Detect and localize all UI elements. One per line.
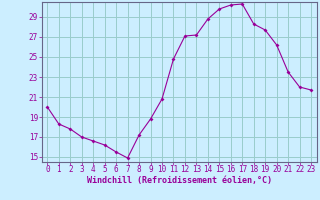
X-axis label: Windchill (Refroidissement éolien,°C): Windchill (Refroidissement éolien,°C): [87, 176, 272, 185]
